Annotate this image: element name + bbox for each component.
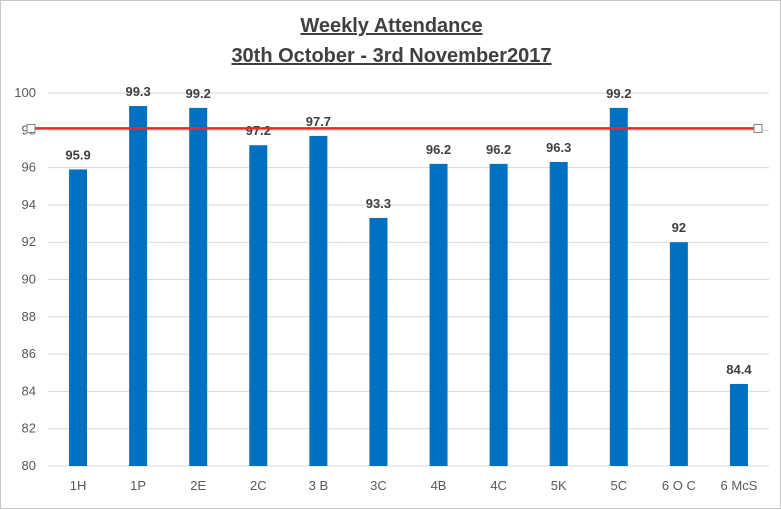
data-label: 99.2 [186, 86, 211, 101]
bar [129, 106, 148, 467]
x-tick-label: 6 O C [662, 478, 696, 493]
bar [489, 163, 508, 466]
bar [369, 217, 388, 466]
bar [549, 162, 568, 466]
x-tick-label: 2E [190, 478, 206, 493]
x-tick-label: 3C [370, 478, 387, 493]
bar [309, 135, 328, 466]
data-label: 99.3 [125, 84, 150, 99]
x-tick-label: 5C [610, 478, 627, 493]
data-label: 93.3 [366, 196, 391, 211]
y-tick-label: 100 [14, 85, 36, 100]
y-tick-label: 92 [22, 234, 36, 249]
y-tick-label: 86 [22, 346, 36, 361]
bar [609, 107, 628, 467]
data-label: 97.2 [246, 123, 271, 138]
y-tick-label: 82 [22, 421, 36, 436]
target-line-handle [26, 123, 36, 133]
data-label: 96.2 [486, 142, 511, 157]
data-label: 84.4 [726, 362, 752, 377]
chart-title: Weekly Attendance [300, 15, 483, 37]
x-tick-label: 5K [551, 478, 567, 493]
x-tick-label: 6 McS [721, 478, 758, 493]
bar [249, 145, 268, 466]
bar [429, 163, 448, 466]
y-tick-label: 80 [22, 458, 36, 473]
x-tick-label: 2C [250, 478, 267, 493]
bar [69, 169, 88, 466]
y-tick-label: 88 [22, 309, 36, 324]
x-tick-label: 4C [490, 478, 507, 493]
x-tick-label: 1P [130, 478, 146, 493]
y-tick-label: 84 [22, 383, 36, 398]
data-label: 96.3 [546, 140, 571, 155]
data-label: 97.7 [306, 114, 331, 129]
bar [669, 242, 688, 466]
x-tick-label: 4B [431, 478, 447, 493]
data-label: 96.2 [426, 142, 451, 157]
data-label: 99.2 [606, 86, 631, 101]
bar [729, 383, 748, 466]
x-tick-label: 3 B [309, 478, 329, 493]
y-tick-label: 94 [22, 197, 36, 212]
x-tick-label: 1H [70, 478, 87, 493]
data-label: 92 [672, 220, 686, 235]
y-tick-label: 90 [22, 272, 36, 287]
y-tick-label: 96 [22, 160, 36, 175]
chart-subtitle: 30th October - 3rd November2017 [231, 45, 552, 67]
target-line-handle [753, 123, 763, 133]
data-label: 95.9 [65, 147, 90, 162]
bar [189, 107, 208, 467]
